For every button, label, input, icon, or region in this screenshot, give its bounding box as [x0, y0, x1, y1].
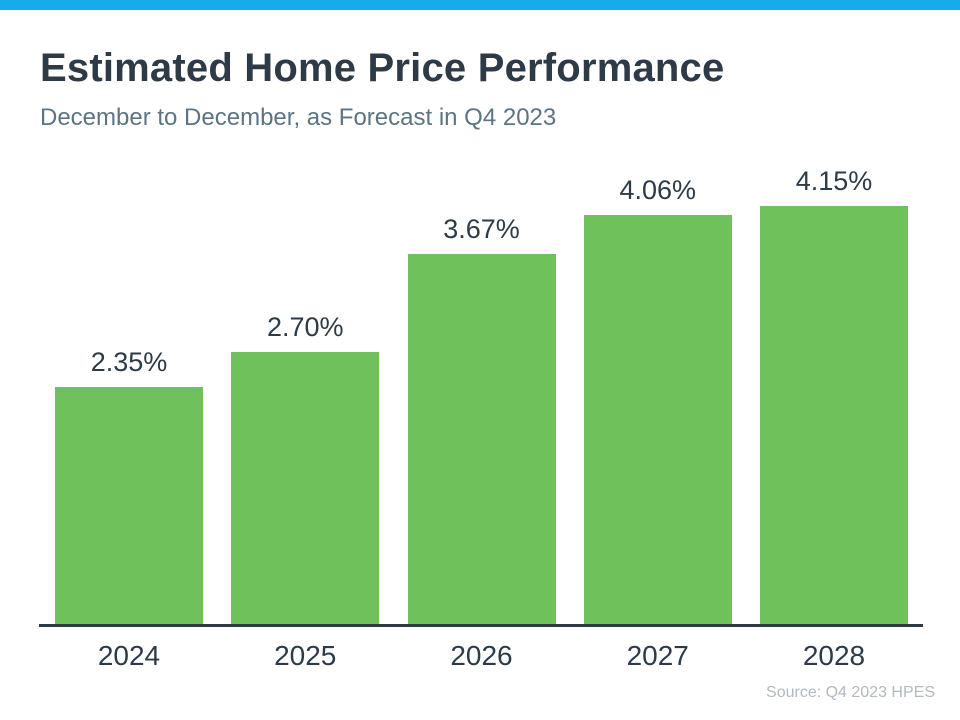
bar-column: 2.35%	[55, 347, 203, 624]
x-axis-line	[39, 624, 923, 627]
page-title: Estimated Home Price Performance	[40, 46, 725, 90]
source-note: Source: Q4 2023 HPES	[766, 684, 935, 701]
bar-value-label: 4.15%	[795, 166, 873, 196]
bar	[55, 387, 203, 624]
bar	[231, 352, 380, 624]
bar-column: 4.15%	[760, 166, 908, 624]
x-axis-label: 2027	[626, 640, 689, 671]
x-axis-label: 2028	[802, 640, 866, 671]
bar	[583, 215, 732, 624]
x-axis-label: 2026	[450, 640, 513, 671]
bar-value-label: 2.70%	[266, 312, 344, 342]
bar-value-label: 4.06%	[619, 175, 697, 205]
x-axis-labels: 2024 2025 2026 2027 2028	[55, 640, 908, 672]
accent-top-strip	[0, 0, 960, 10]
bar-value-label: 2.35%	[90, 347, 168, 377]
x-axis-label: 2025	[274, 640, 337, 671]
page-subtitle: December to December, as Forecast in Q4 …	[40, 104, 557, 131]
bar-column: 4.06%	[583, 175, 732, 624]
bar	[760, 206, 908, 624]
bar-column: 2.70%	[231, 312, 380, 624]
bar	[407, 254, 556, 624]
bar-column: 3.67%	[407, 214, 556, 624]
x-axis-label: 2024	[97, 640, 161, 671]
bar-value-label: 3.67%	[443, 214, 520, 244]
bar-chart: 2.35% 2.70% 3.67% 4.06% 4.15%	[55, 160, 908, 624]
